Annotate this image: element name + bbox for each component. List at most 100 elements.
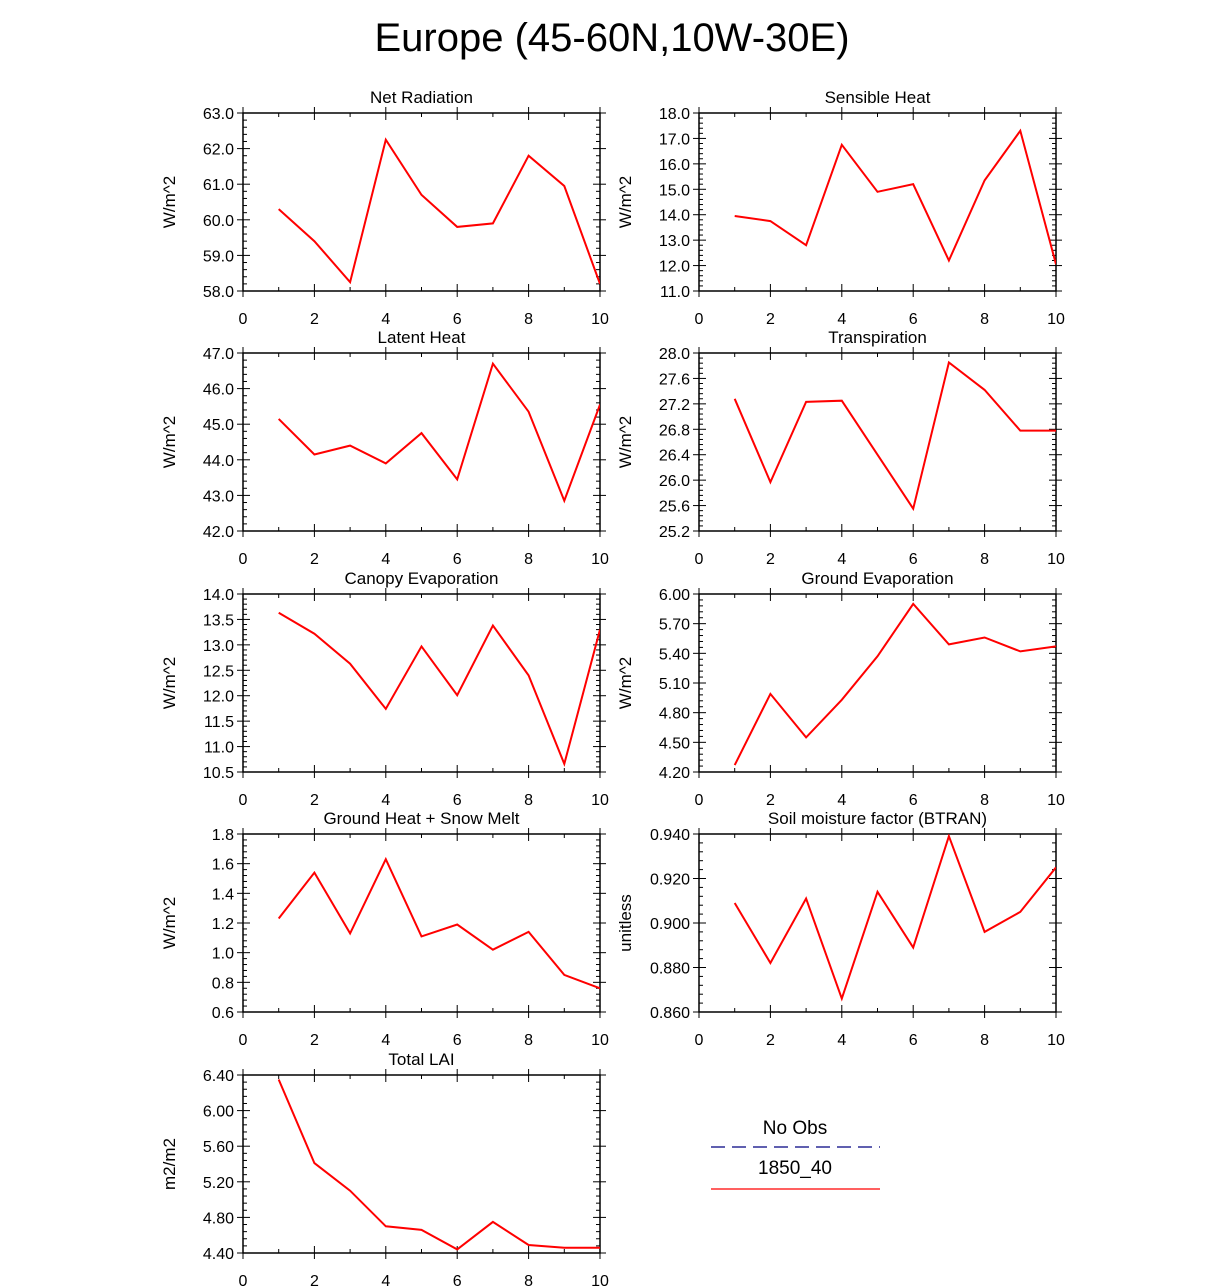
plot-frame: [242, 833, 601, 1013]
x-tick-label: 0: [239, 792, 248, 809]
data-point: [599, 404, 601, 406]
data-point: [563, 500, 565, 502]
y-tick-label: 11.0: [204, 740, 234, 757]
x-tick-label: 0: [239, 311, 248, 328]
x-tick-label: 2: [766, 551, 775, 568]
data-point: [349, 932, 351, 934]
y-axis-label: unitless: [616, 894, 635, 952]
x-tick-label: 4: [381, 792, 390, 809]
data-point: [313, 1162, 315, 1164]
y-tick-label: 25.2: [659, 524, 690, 541]
data-point: [769, 220, 771, 222]
data-point: [313, 240, 315, 242]
y-tick-label: 1.0: [212, 946, 234, 963]
y-axis-label: W/m^2: [160, 416, 179, 468]
y-tick-label: 13.0: [203, 638, 234, 655]
y-axis-label: W/m^2: [160, 657, 179, 709]
data-point: [492, 222, 494, 224]
x-tick-label: 10: [591, 1032, 609, 1049]
y-tick-label: 0.880: [650, 961, 690, 978]
x-tick-label: 2: [766, 792, 775, 809]
y-tick-label: 0.8: [212, 975, 234, 992]
y-tick-label: 14.0: [203, 587, 234, 604]
x-tick-label: 8: [524, 551, 533, 568]
data-point: [1055, 263, 1057, 265]
data-point: [349, 281, 351, 283]
y-tick-label: 1.6: [212, 857, 234, 874]
data-point: [528, 1244, 530, 1246]
data-point: [421, 432, 423, 434]
plot-frame: [242, 112, 601, 292]
y-tick-label: 18.0: [659, 106, 690, 123]
x-tick-label: 2: [310, 792, 319, 809]
y-tick-label: 1.2: [212, 916, 234, 933]
y-tick-label: 6.00: [203, 1104, 234, 1121]
panel-title: Ground Heat + Snow Melt: [323, 809, 519, 828]
y-tick-label: 0.940: [650, 827, 690, 844]
y-tick-label: 63.0: [203, 106, 234, 123]
data-point: [456, 923, 458, 925]
data-point: [385, 462, 387, 464]
y-tick-label: 12.0: [659, 259, 690, 276]
x-tick-label: 4: [837, 1032, 846, 1049]
data-point: [734, 215, 736, 217]
plot-frame: [698, 112, 1057, 292]
data-point: [599, 629, 601, 631]
data-point: [734, 902, 736, 904]
x-tick-label: 0: [239, 551, 248, 568]
data-point: [912, 508, 914, 510]
panel-soil-moisture-factor-btran: 0 2 4 6 8 10 0.860 0.880 0.900 0.920 0.940 Soil moi…: [616, 809, 1065, 1049]
series-line: [277, 856, 600, 990]
x-tick-label: 2: [766, 311, 775, 328]
x-tick-label: 10: [1047, 311, 1065, 328]
x-tick-label: 8: [524, 792, 533, 809]
data-point: [349, 445, 351, 447]
y-tick-label: 4.40: [203, 1246, 234, 1263]
data-point: [492, 1221, 494, 1223]
series-line: [278, 137, 600, 285]
x-tick-label: 4: [381, 1273, 390, 1288]
plot-frame: [242, 352, 601, 532]
series-line: [278, 611, 600, 768]
y-tick-label: 6.40: [203, 1068, 234, 1085]
y-tick-label: 12.0: [203, 689, 234, 706]
data-point: [278, 208, 280, 210]
x-tick-label: 10: [1047, 1032, 1065, 1049]
x-tick-label: 2: [310, 1273, 319, 1288]
panel-title: Total LAI: [388, 1050, 454, 1069]
series-line: [733, 360, 1056, 512]
panel-ground-heat-snow-melt: 0 2 4 6 8 10 0.6 0.8 1.0 1.2 1.4 1.6 1.8 Ground Heat …: [160, 809, 609, 1049]
y-tick-label: 26.8: [659, 422, 690, 439]
legend-obs-label: No Obs: [763, 1118, 827, 1139]
y-tick-label: 43.0: [203, 488, 234, 505]
data-point: [456, 478, 458, 480]
y-tick-label: 5.40: [659, 646, 690, 663]
y-tick-label: 25.6: [659, 499, 690, 516]
legend-model-label: 1850_40: [758, 1158, 832, 1179]
panel-transpiration: 0 2 4 6 8 10 25.2 25.6 26.0 26.4 26.8 27.2 27.6 28.0 T…: [616, 328, 1065, 568]
data-point: [278, 1078, 280, 1080]
panel-title: Sensible Heat: [825, 88, 931, 107]
y-tick-label: 1.4: [212, 886, 234, 903]
y-tick-label: 13.5: [203, 612, 234, 629]
y-tick-label: 5.20: [203, 1175, 234, 1192]
y-tick-label: 14.0: [659, 208, 690, 225]
y-axis-label: W/m^2: [616, 176, 635, 228]
panel-total-lai: 0 2 4 6 8 10 4.40 4.80 5.20 5.60 6.00 6.40 Total LAI…: [160, 1050, 609, 1288]
y-tick-label: 5.60: [203, 1139, 234, 1156]
series-line: [277, 1079, 600, 1251]
data-point: [877, 891, 879, 893]
panel-sensible-heat: 0 2 4 6 8 10 11.0 12.0 13.0 14.0 15.0 16.0 17.0 18.0 S…: [616, 88, 1065, 328]
plot-frame: [242, 593, 601, 773]
y-tick-label: 27.6: [659, 371, 690, 388]
data-point: [492, 363, 494, 365]
y-tick-label: 12.5: [203, 663, 234, 680]
x-tick-label: 0: [695, 1032, 704, 1049]
y-tick-label: 11.0: [660, 284, 690, 301]
data-point: [563, 1247, 565, 1249]
data-point: [385, 708, 387, 710]
data-point: [734, 398, 736, 400]
y-tick-label: 28.0: [659, 346, 690, 363]
data-point: [1055, 866, 1057, 868]
x-tick-label: 0: [239, 1032, 248, 1049]
